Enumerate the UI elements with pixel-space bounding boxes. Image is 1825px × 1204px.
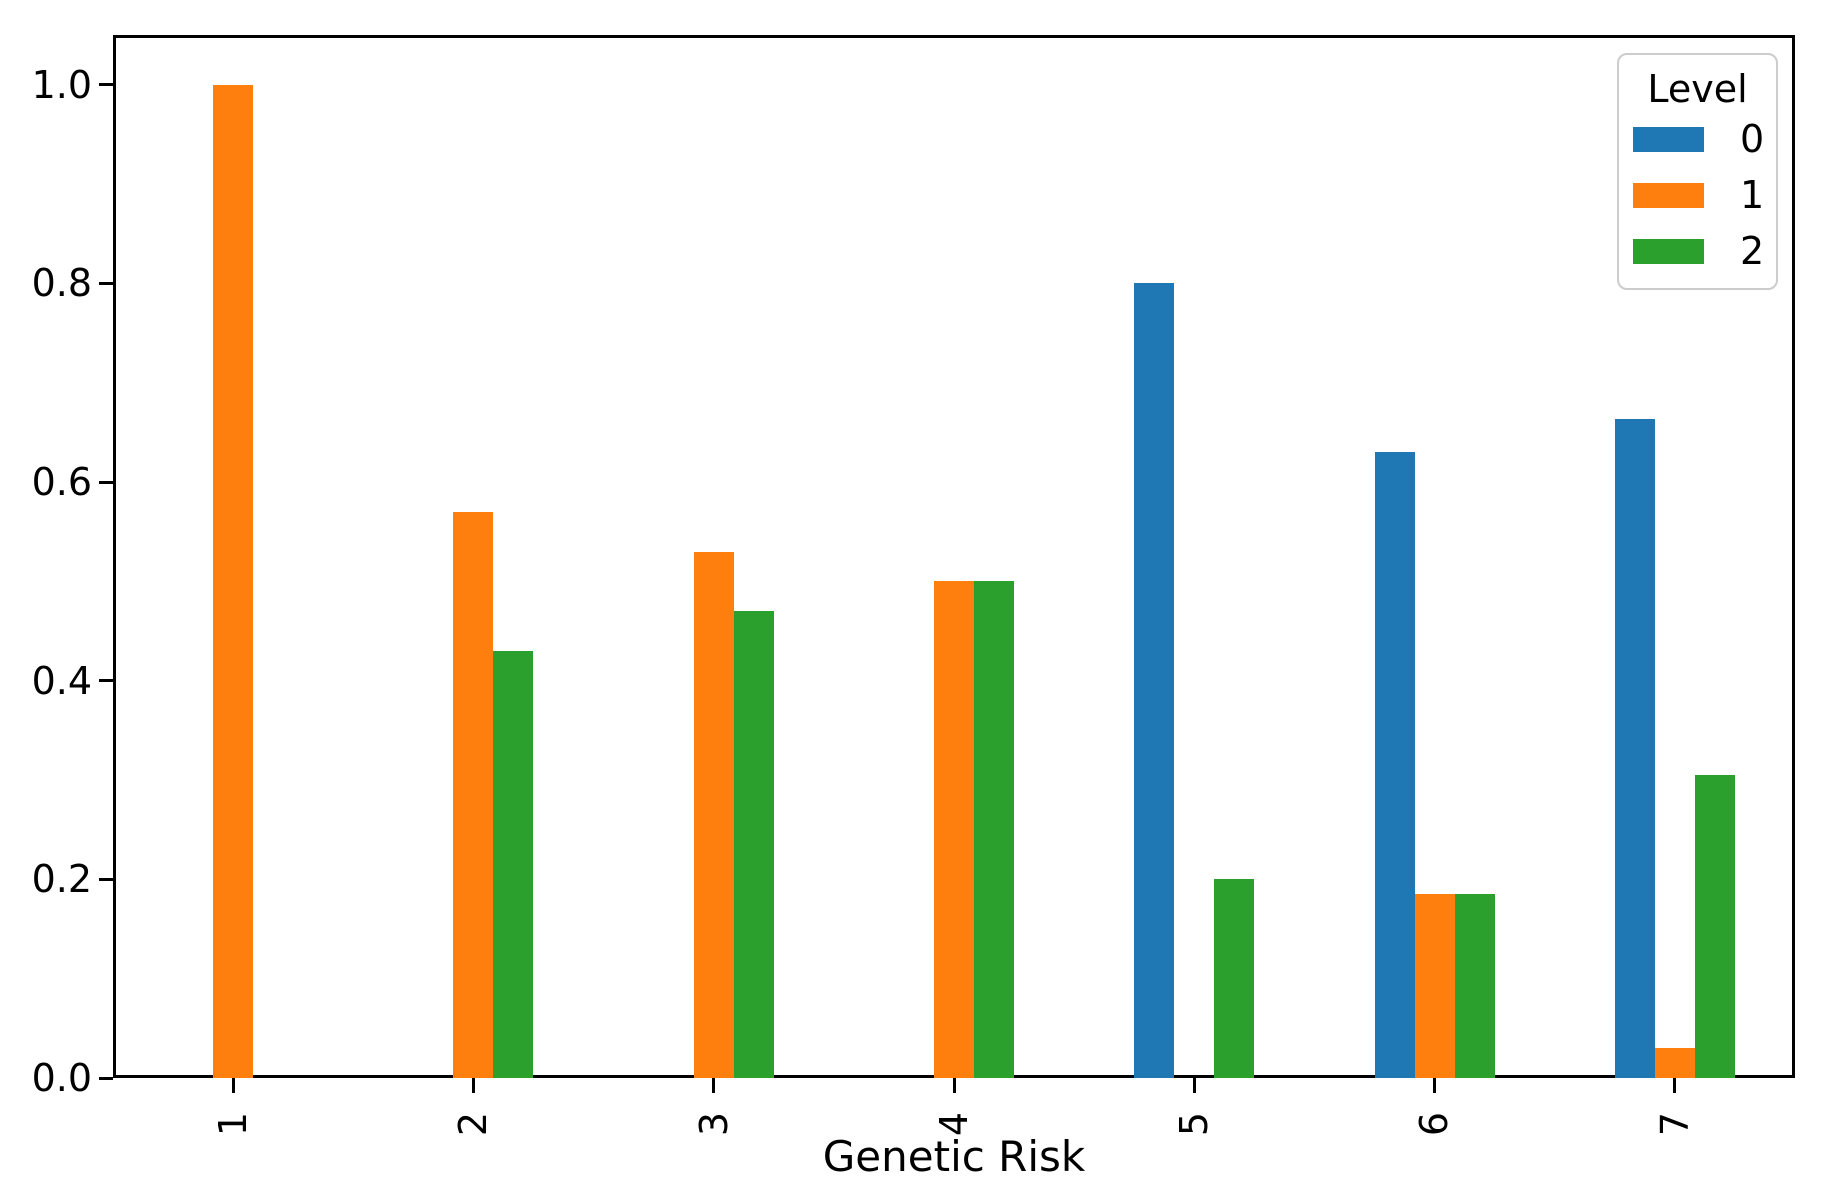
y-tick-mark-0.6	[99, 480, 113, 484]
legend-swatch-level-0	[1633, 126, 1704, 152]
x-tick-mark-5	[1192, 1078, 1196, 1093]
y-tick-mark-0.0	[99, 1076, 113, 1080]
legend-swatch-level-1	[1633, 182, 1704, 208]
bar-level-0-cat-6	[1374, 452, 1415, 1078]
legend-entry-level-2: 2	[1619, 223, 1776, 279]
bar-level-2-cat-3	[733, 611, 774, 1078]
bar-level-2-cat-2	[493, 650, 534, 1078]
y-tick-label-0.2: 0.2	[31, 857, 92, 902]
legend-label-level-2: 2	[1740, 229, 1765, 273]
x-tick-mark-2	[471, 1078, 475, 1093]
y-tick-label-0.6: 0.6	[31, 460, 92, 504]
y-tick-mark-0.4	[99, 679, 113, 683]
y-tick-mark-1.0	[99, 83, 113, 87]
bar-level-2-cat-5	[1214, 879, 1255, 1078]
y-tick-label-1.0: 1.0	[31, 62, 92, 107]
y-tick-label-0.4: 0.4	[31, 658, 92, 703]
legend-swatch-level-2	[1633, 238, 1704, 264]
bar-level-2-cat-6	[1454, 894, 1495, 1078]
bar-level-1-cat-1	[213, 84, 254, 1078]
bar-level-0-cat-7	[1614, 419, 1655, 1078]
x-tick-mark-1	[231, 1078, 235, 1093]
bar-level-2-cat-4	[974, 581, 1015, 1078]
y-tick-mark-0.8	[99, 281, 113, 285]
y-tick-label-0.8: 0.8	[31, 261, 92, 306]
x-axis-label: Genetic Risk	[822, 1132, 1086, 1181]
x-tick-mark-3	[712, 1078, 716, 1093]
legend-title: Level	[1647, 67, 1748, 111]
y-tick-label-0.0: 0.0	[31, 1056, 92, 1100]
bar-level-1-cat-7	[1654, 1048, 1695, 1078]
legend-entries: 0 1 2	[1619, 111, 1776, 279]
legend-label-level-1: 1	[1740, 173, 1765, 217]
bar-level-2-cat-7	[1694, 775, 1735, 1078]
x-tick-mark-4	[952, 1078, 956, 1093]
legend-entry-level-0: 0	[1619, 111, 1776, 167]
legend-entry-level-1: 1	[1619, 167, 1776, 223]
legend-label-level-0: 0	[1740, 117, 1765, 161]
x-tick-mark-6	[1433, 1078, 1437, 1093]
x-tick-mark-7	[1673, 1078, 1677, 1093]
bar-level-1-cat-2	[453, 511, 494, 1078]
bar-level-1-cat-4	[933, 581, 975, 1078]
legend: Level 0 1 2	[1617, 53, 1778, 290]
bar-level-1-cat-6	[1414, 894, 1455, 1078]
bar-level-1-cat-3	[693, 551, 734, 1078]
y-tick-mark-0.2	[99, 877, 113, 881]
bar-level-0-cat-5	[1134, 283, 1175, 1078]
